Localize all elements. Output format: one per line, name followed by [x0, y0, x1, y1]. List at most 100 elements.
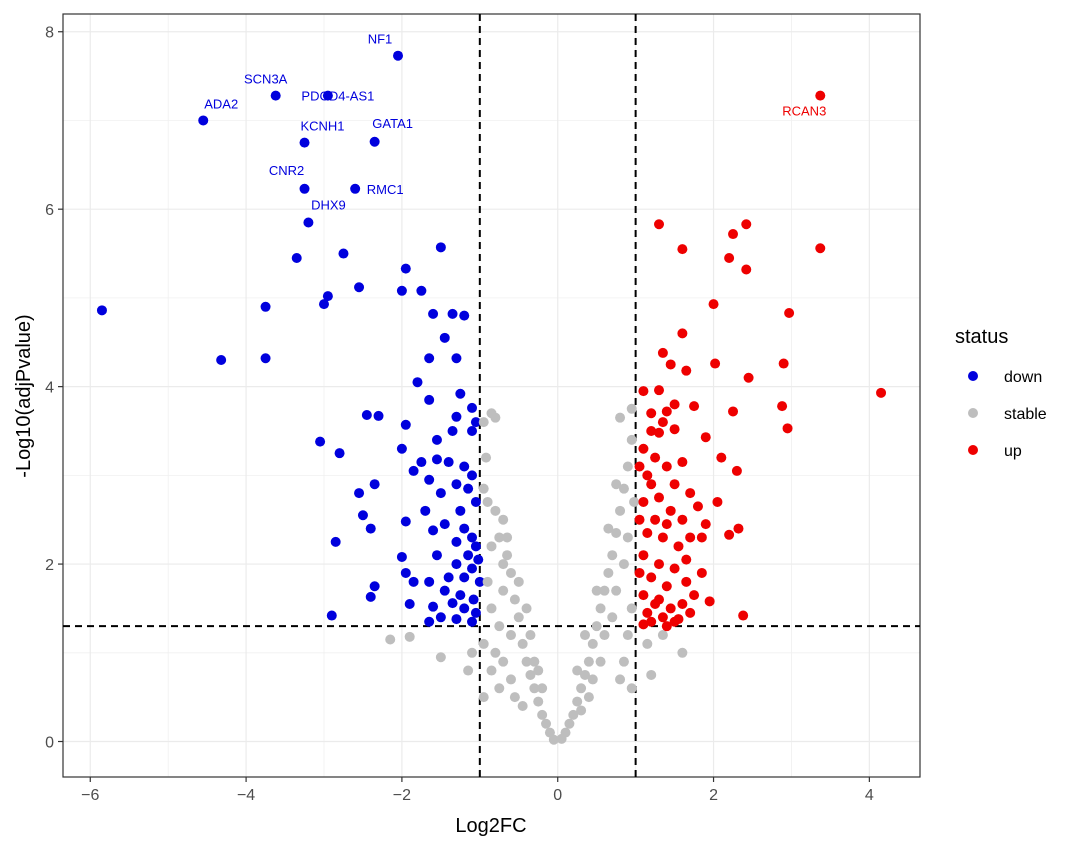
point-stable — [564, 718, 575, 729]
point-down — [470, 417, 481, 428]
point-up — [646, 408, 657, 419]
point-down — [400, 516, 411, 527]
point-stable — [603, 567, 614, 578]
point-down — [260, 301, 271, 312]
point-stable — [478, 638, 489, 649]
point-stable — [618, 559, 629, 570]
point-stable — [482, 496, 493, 507]
point-down — [431, 550, 442, 561]
point-down — [474, 576, 485, 587]
point-stable — [587, 638, 598, 649]
point-stable — [498, 656, 509, 667]
point-down — [416, 285, 427, 296]
y-tick-label: 4 — [45, 380, 54, 397]
point-down — [431, 454, 442, 465]
threshold-lines — [63, 14, 920, 777]
point-up — [654, 219, 665, 230]
point-stable — [486, 603, 497, 614]
point-down — [400, 567, 411, 578]
point-stable — [587, 674, 598, 685]
legend-label-down: down — [1004, 369, 1042, 386]
point-up — [784, 307, 795, 318]
point-stable — [486, 541, 497, 552]
point-up — [642, 607, 653, 618]
point-down — [330, 536, 341, 547]
point-down — [459, 572, 470, 583]
point-down — [439, 519, 450, 530]
point-down — [455, 590, 466, 601]
point-down — [408, 576, 419, 587]
point-stable — [486, 665, 497, 676]
point-up — [634, 514, 645, 525]
point-down — [459, 603, 470, 614]
point-down — [315, 436, 326, 447]
point-down — [361, 410, 372, 421]
point-up — [677, 457, 688, 468]
point-down — [96, 305, 107, 316]
gene-label: GATA1 — [372, 116, 413, 131]
point-stable — [525, 669, 536, 680]
point-stable — [505, 630, 516, 641]
point-stable — [521, 603, 532, 614]
point-down — [428, 525, 439, 536]
point-stable — [657, 630, 668, 641]
point-up — [646, 479, 657, 490]
point-up — [650, 452, 661, 463]
point-stable — [626, 403, 637, 414]
point-stable — [494, 532, 505, 543]
point-stable — [611, 585, 622, 596]
x-tick-label: 0 — [553, 787, 562, 804]
point-down — [396, 443, 407, 454]
point-stable — [509, 692, 520, 703]
point-stable — [583, 656, 594, 667]
point-down — [467, 532, 478, 543]
point-up — [685, 607, 696, 618]
point-stable — [494, 621, 505, 632]
point-up — [700, 432, 711, 443]
point-stable — [642, 638, 653, 649]
point-stable — [607, 550, 618, 561]
point-up — [738, 610, 749, 621]
point-stable — [533, 665, 544, 676]
point-stable — [478, 692, 489, 703]
point-down — [357, 510, 368, 521]
point-up — [681, 554, 692, 565]
point-down — [369, 581, 380, 592]
point-up — [654, 559, 665, 570]
series-stable — [385, 403, 688, 745]
point-stable — [579, 630, 590, 641]
point-stable — [490, 505, 501, 516]
point-down — [459, 310, 470, 321]
point-stable — [548, 734, 559, 745]
point-down — [299, 183, 310, 194]
point-up — [710, 358, 721, 369]
point-up — [638, 443, 649, 454]
point-down — [463, 550, 474, 561]
point-down — [428, 601, 439, 612]
point-up — [665, 505, 676, 516]
point-stable — [494, 683, 505, 694]
point-up — [638, 550, 649, 561]
point-stable — [595, 603, 606, 614]
point-up — [815, 243, 826, 254]
x-tick-label: −2 — [393, 787, 411, 804]
point-up — [665, 359, 676, 370]
point-stable — [502, 532, 513, 543]
point-stable — [541, 718, 552, 729]
point-down — [447, 308, 458, 319]
point-stable — [463, 665, 474, 676]
point-up — [777, 401, 788, 412]
point-down — [373, 410, 384, 421]
point-stable — [622, 630, 633, 641]
point-up — [712, 496, 723, 507]
point-stable — [607, 612, 618, 623]
point-stable — [482, 576, 493, 587]
point-down — [322, 291, 333, 302]
point-down — [467, 402, 478, 413]
point-stable — [568, 709, 579, 720]
point-up — [654, 427, 665, 438]
data-points — [96, 50, 887, 745]
point-stable — [517, 638, 528, 649]
point-up — [646, 616, 657, 627]
point-down — [439, 332, 450, 343]
